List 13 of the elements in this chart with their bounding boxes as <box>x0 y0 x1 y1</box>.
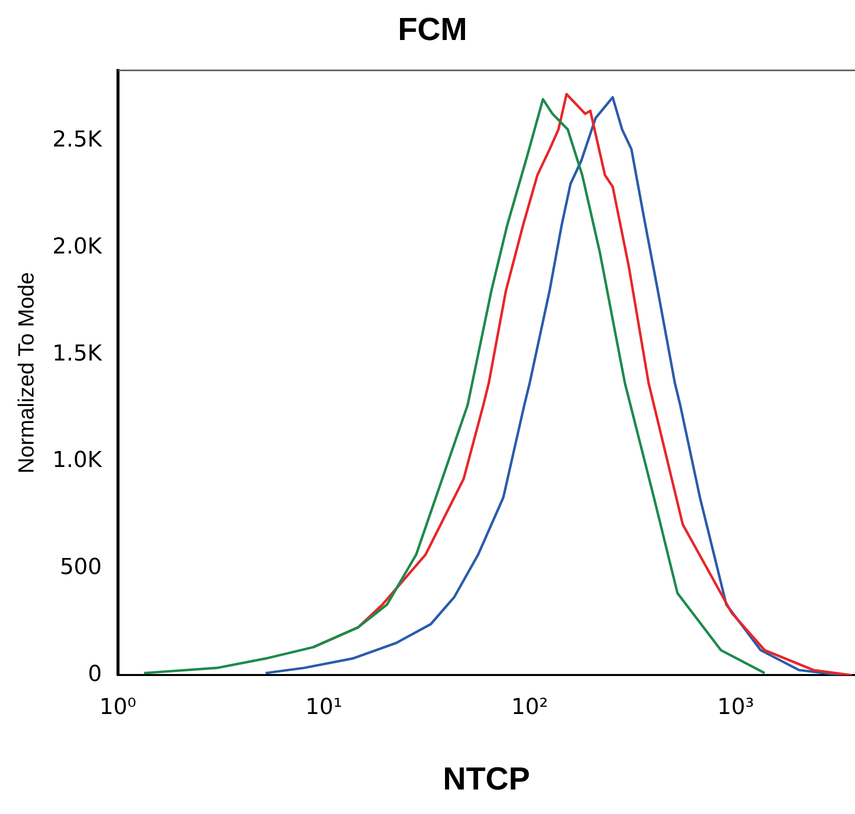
x-tick-label: 10³ <box>717 695 754 720</box>
y-tick-label: 500 <box>60 555 102 580</box>
chart-title: FCM <box>398 11 468 48</box>
y-tick-label: 1.5K <box>52 341 102 366</box>
x-axis-title: NTCP <box>442 760 530 797</box>
y-tick-label: 2.0K <box>52 234 102 260</box>
x-tick-label: 10² <box>511 695 548 720</box>
y-tick-label: 2.5K <box>52 128 102 153</box>
y-tick-label: 0 <box>88 662 102 687</box>
x-tick-label: 10⁰ <box>99 695 136 720</box>
x-tick-label: 10¹ <box>305 695 342 720</box>
y-axis-title: Normalized To Mode <box>13 272 38 474</box>
y-tick-label: 1.0K <box>52 448 102 474</box>
